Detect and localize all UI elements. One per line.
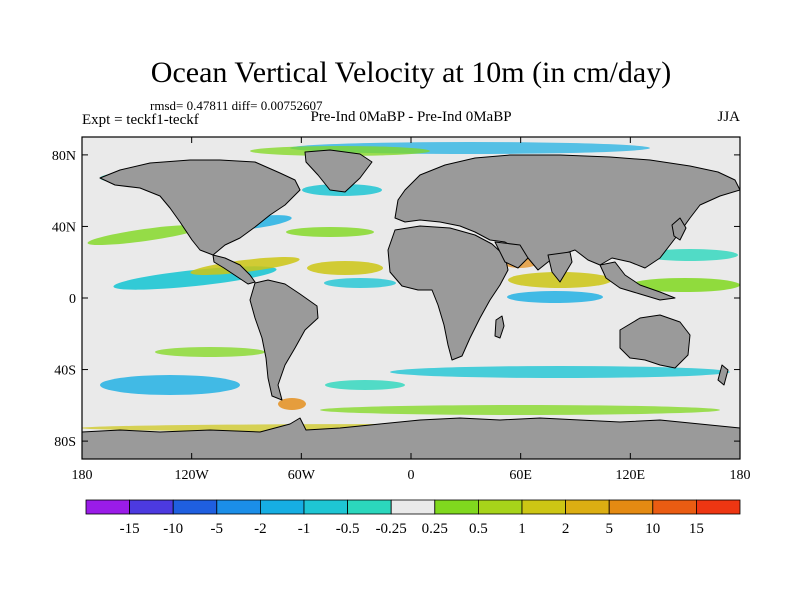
- colorbar-label: 0.5: [469, 521, 488, 537]
- lat-tick-label: 0: [69, 292, 76, 307]
- field-band-west-pacific-cyan: [642, 249, 738, 261]
- colorbar-label: -5: [211, 521, 224, 537]
- field-band-south-pacific-green: [155, 347, 265, 357]
- lon-tick-label: 180: [730, 468, 751, 483]
- colorbar-label: -1: [298, 521, 311, 537]
- land-north-america: [99, 159, 301, 256]
- lat-tick-label: 40N: [52, 220, 76, 235]
- land-greenland: [304, 149, 373, 193]
- land-south-america: [249, 279, 319, 401]
- colorbar-swatch: [565, 499, 610, 515]
- colorbar-label: 1: [518, 521, 526, 537]
- colorbar-swatch: [259, 499, 305, 515]
- colorbar-label: 10: [645, 521, 660, 537]
- land-new-zealand: [717, 364, 729, 386]
- colorbar-swatch: [390, 499, 436, 515]
- land-arabia: [494, 241, 529, 269]
- field-band-equatorial-atlantic: [307, 261, 383, 275]
- land-australia: [619, 314, 691, 369]
- stats-label: rmsd= 0.47811 diff= 0.00752607: [150, 98, 323, 113]
- latitude-ticks: 80N 40N 0 40S 80S: [52, 149, 740, 450]
- colorbar-swatch: [652, 499, 697, 515]
- lon-tick-label: 180: [72, 468, 93, 483]
- field-band-equatorial-pacific-yellow: [190, 257, 300, 275]
- colorbar-swatch: [434, 499, 479, 515]
- field-band-south-atlantic: [325, 380, 405, 390]
- colorbar-label: 15: [689, 521, 704, 537]
- comparison-label: Pre-Ind 0MaBP - Pre-Ind 0MaBP: [310, 109, 511, 125]
- longitude-ticks: 180 120W 60W 0 60E 120E 180: [72, 137, 751, 483]
- field-band-southern-ocean-green: [320, 405, 720, 415]
- colorbar-swatch: [477, 499, 523, 515]
- colorbar-swatch: [521, 499, 566, 515]
- land-africa: [387, 225, 509, 361]
- colorbar-swatch: [85, 499, 130, 515]
- colorbar-swatch: [347, 499, 392, 515]
- lat-tick-label: 40S: [54, 364, 76, 379]
- land-india: [547, 251, 573, 283]
- colorbar-swatch: [608, 499, 654, 515]
- season-label: JJA: [717, 109, 740, 125]
- lat-tick-label: 80S: [54, 435, 76, 450]
- field-band-north-pacific-green: [87, 224, 203, 246]
- colorbar-swatch: [696, 499, 741, 515]
- field-band-drake-passage: [278, 398, 306, 410]
- land-madagascar: [494, 315, 505, 339]
- colorbar-label: -15: [120, 521, 140, 537]
- lon-tick-label: 120E: [616, 468, 646, 483]
- colorbar-label: 5: [605, 521, 613, 537]
- colorbar-label: 0.25: [422, 521, 448, 537]
- land-eurasia: [394, 154, 740, 271]
- field-band-west-pacific: [630, 278, 740, 292]
- field-band-north-atlantic-green: [286, 227, 374, 237]
- field-band-southern-ocean-east: [390, 366, 730, 378]
- field-band-equatorial-atlantic-cyan: [324, 278, 396, 288]
- lon-tick-label: 60W: [288, 468, 316, 483]
- colorbar-label: 2: [562, 521, 570, 537]
- land-masses: [82, 149, 740, 459]
- land-southeast-asia: [599, 261, 676, 301]
- colorbar-swatch: [129, 499, 174, 515]
- land-central-america: [212, 254, 256, 285]
- colorbar-swatch: [303, 499, 348, 515]
- map-panel: 180 120W 60W 0 60E 120E 180 80N 40N 0 40S 80S: [52, 136, 751, 483]
- lon-tick-label: 0: [408, 468, 415, 483]
- colorbar-label: -10: [163, 521, 183, 537]
- land-antarctica: [82, 417, 740, 459]
- figure-title: Ocean Vertical Velocity at 10m (in cm/da…: [151, 56, 671, 89]
- lon-tick-label: 60E: [509, 468, 532, 483]
- colorbar-label: -0.5: [336, 521, 360, 537]
- lat-tick-label: 80N: [52, 149, 76, 164]
- field-band-south-pacific: [100, 375, 240, 395]
- colorbar: -15 -10 -5 -2 -1 -0.5 -0.25 0.25 0.5 1 2 5 10 15: [85, 499, 741, 537]
- experiment-label: Expt = teckf1-teckf: [82, 112, 199, 128]
- lon-tick-label: 120W: [175, 468, 210, 483]
- colorbar-swatch: [172, 499, 218, 515]
- colorbar-label: -2: [254, 521, 267, 537]
- colorbar-label: -0.25: [376, 521, 407, 537]
- land-japan: [671, 217, 687, 241]
- field-band-indian-ocean-cyan: [507, 291, 603, 303]
- colorbar-swatch: [216, 499, 261, 515]
